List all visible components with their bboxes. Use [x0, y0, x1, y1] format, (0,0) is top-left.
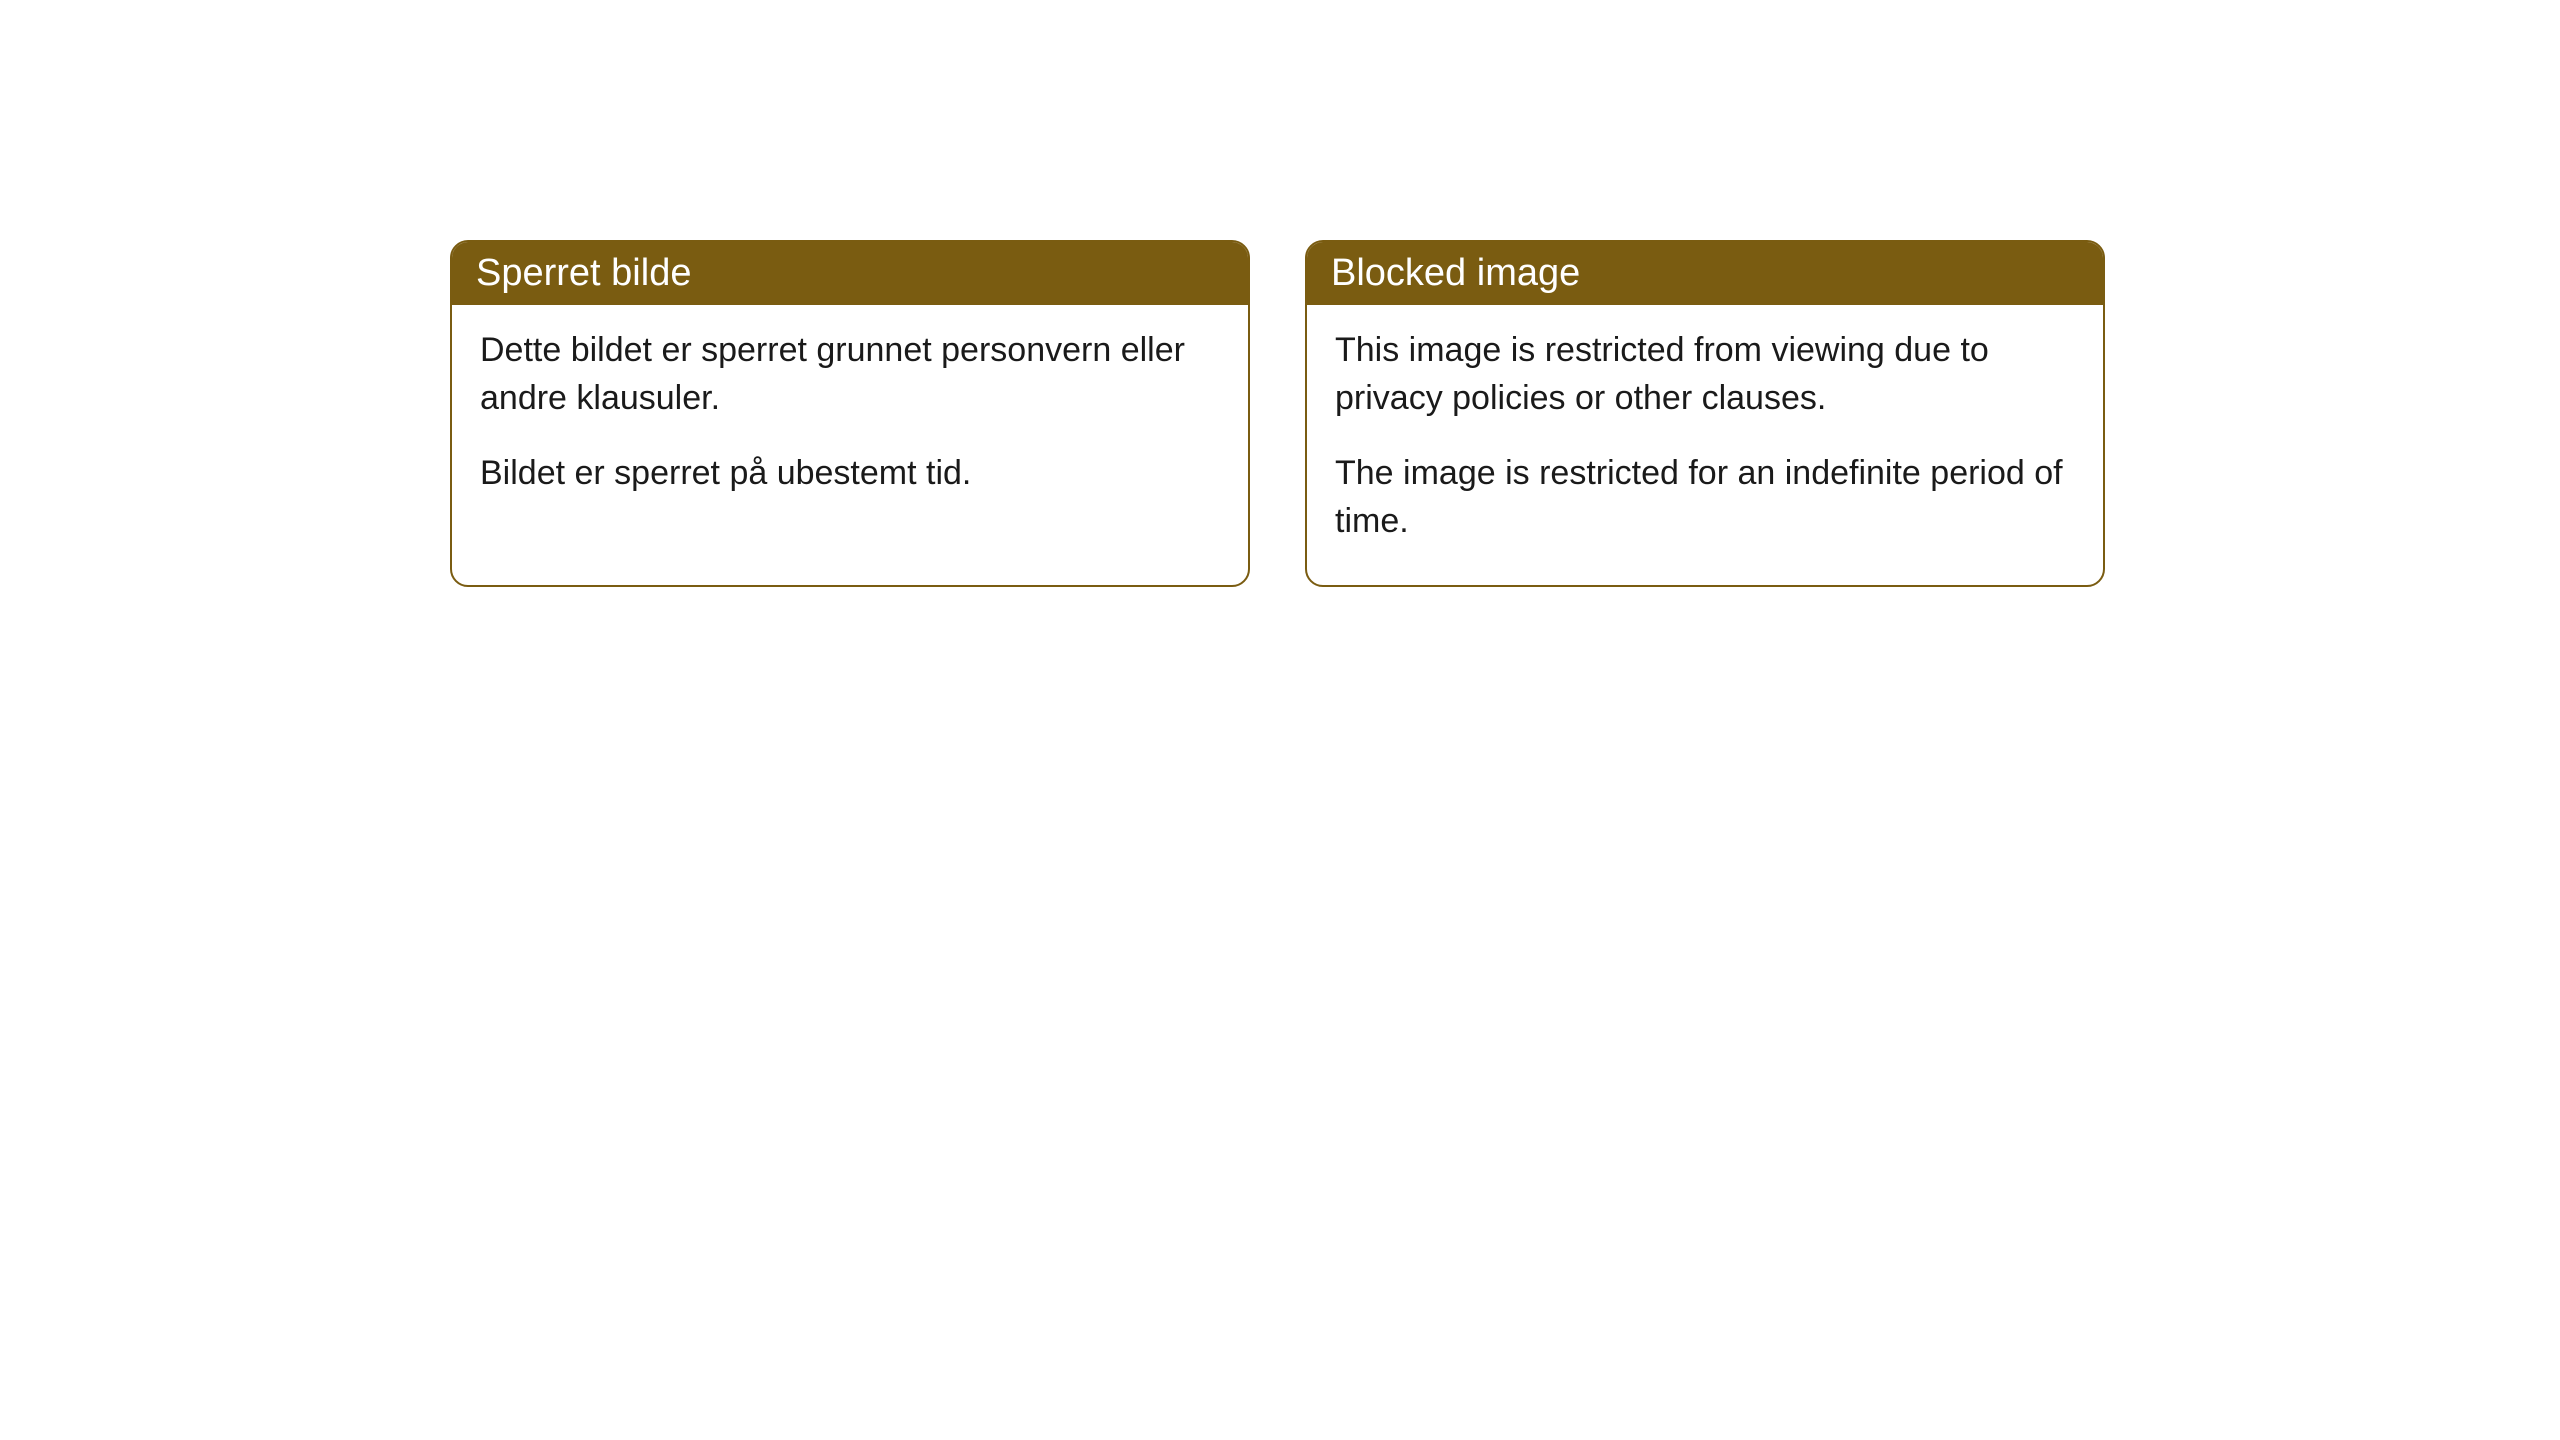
- card-body: This image is restricted from viewing du…: [1307, 305, 2103, 585]
- blocked-image-card-norwegian: Sperret bilde Dette bildet er sperret gr…: [450, 240, 1250, 587]
- card-paragraph: Bildet er sperret på ubestemt tid.: [480, 450, 1220, 498]
- card-paragraph: This image is restricted from viewing du…: [1335, 327, 2075, 422]
- blocked-image-card-english: Blocked image This image is restricted f…: [1305, 240, 2105, 587]
- notice-cards-container: Sperret bilde Dette bildet er sperret gr…: [450, 240, 2105, 587]
- card-title: Blocked image: [1331, 252, 1580, 294]
- card-body: Dette bildet er sperret grunnet personve…: [452, 305, 1248, 538]
- card-header: Sperret bilde: [452, 242, 1248, 305]
- card-title: Sperret bilde: [476, 252, 691, 294]
- card-header: Blocked image: [1307, 242, 2103, 305]
- card-paragraph: Dette bildet er sperret grunnet personve…: [480, 327, 1220, 422]
- card-paragraph: The image is restricted for an indefinit…: [1335, 450, 2075, 545]
